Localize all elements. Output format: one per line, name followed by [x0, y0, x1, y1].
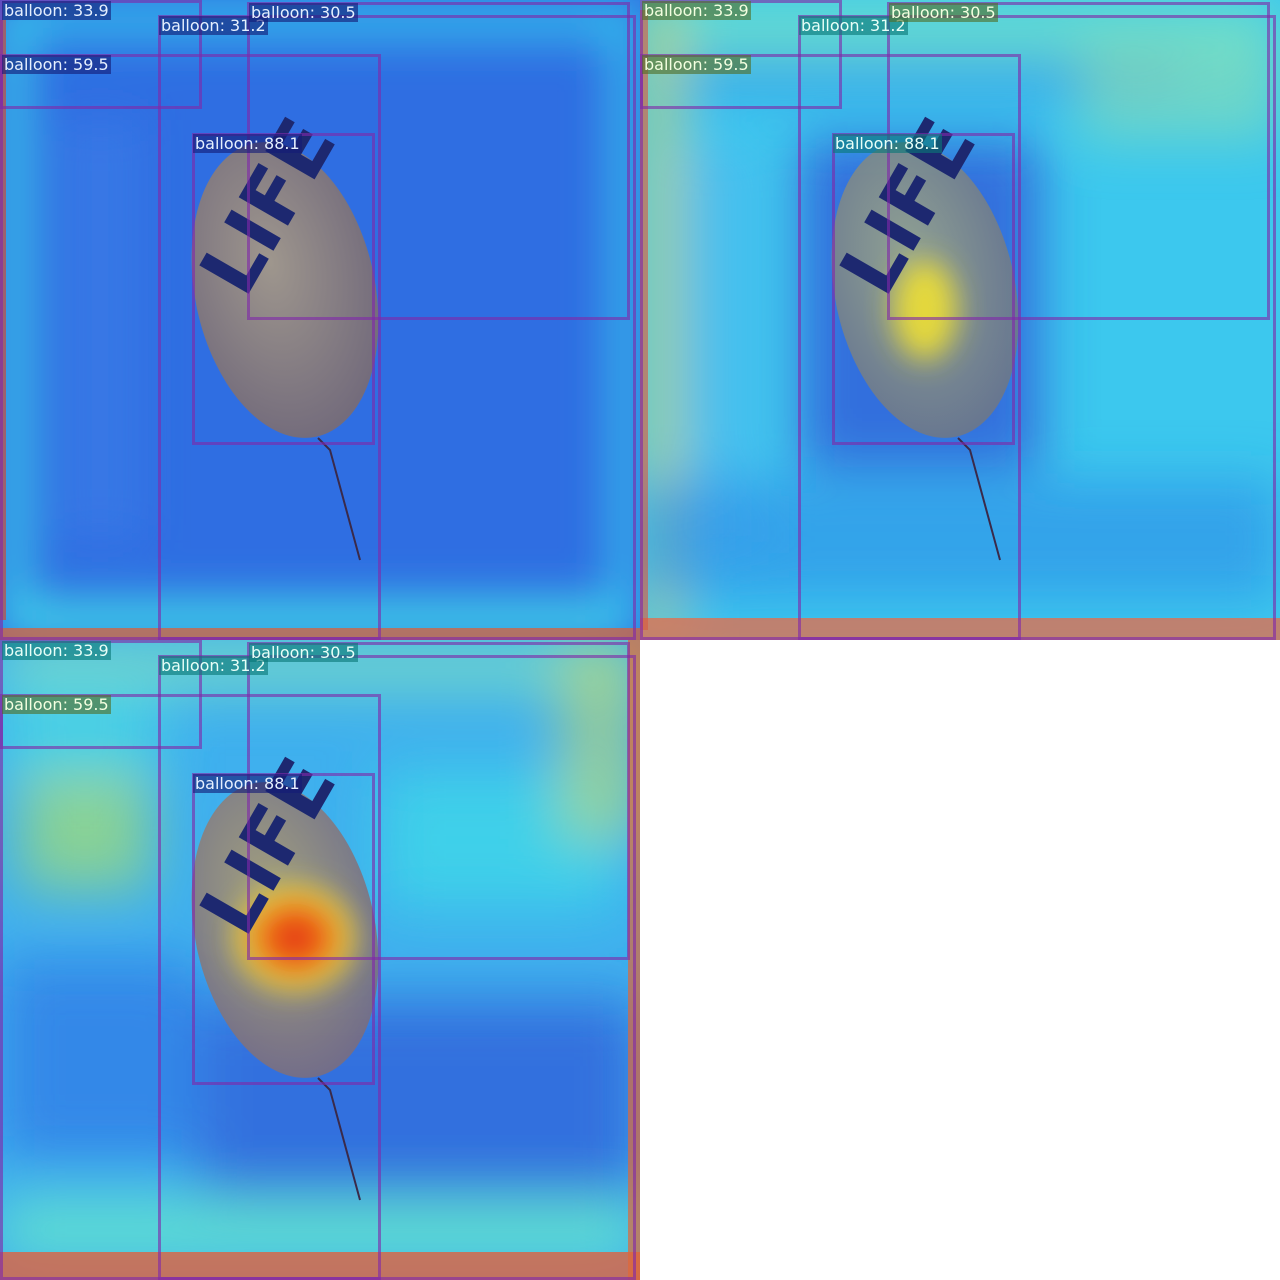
detection-box [832, 133, 1015, 445]
detection-box [158, 655, 636, 1280]
detection-label: balloon: 33.9 [2, 641, 111, 660]
detection-label: balloon: 31.2 [799, 16, 908, 35]
heatmap-image-2: LIFE [640, 0, 1280, 640]
detection-label: balloon: 31.2 [159, 656, 268, 675]
heatmap-panel-3: LIFE balloon: 33.9 balloon: 31.2 balloon… [0, 640, 640, 1280]
detection-box [887, 2, 1270, 320]
detection-label: balloon: 59.5 [2, 695, 111, 714]
detection-box [158, 15, 636, 640]
detection-label: balloon: 30.5 [889, 3, 998, 22]
detection-label: balloon: 33.9 [2, 1, 111, 20]
detection-label: balloon: 59.5 [2, 55, 111, 74]
detection-label: balloon: 30.5 [249, 3, 358, 22]
heatmap-panel-1: LIFE balloon: 33.9 balloon: 31.2 balloon… [0, 0, 640, 640]
detection-label: balloon: 31.2 [159, 16, 268, 35]
detection-box [798, 15, 1276, 640]
detection-label: balloon: 30.5 [249, 643, 358, 662]
detection-label: balloon: 88.1 [193, 134, 302, 153]
detection-box [192, 773, 375, 1085]
detection-box [640, 54, 1021, 640]
detection-box [0, 54, 381, 640]
detection-box [247, 2, 630, 320]
detection-label: balloon: 33.9 [642, 1, 751, 20]
detection-label: balloon: 59.5 [642, 55, 751, 74]
heatmap-panel-2: LIFE balloon: 33.9 balloon: 31.2 balloon… [640, 0, 1280, 640]
detection-label: balloon: 88.1 [193, 774, 302, 793]
detection-label: balloon: 88.1 [833, 134, 942, 153]
detection-box [192, 133, 375, 445]
empty-quadrant [640, 640, 1280, 1280]
detection-box [0, 694, 381, 1280]
detection-box [247, 642, 630, 960]
